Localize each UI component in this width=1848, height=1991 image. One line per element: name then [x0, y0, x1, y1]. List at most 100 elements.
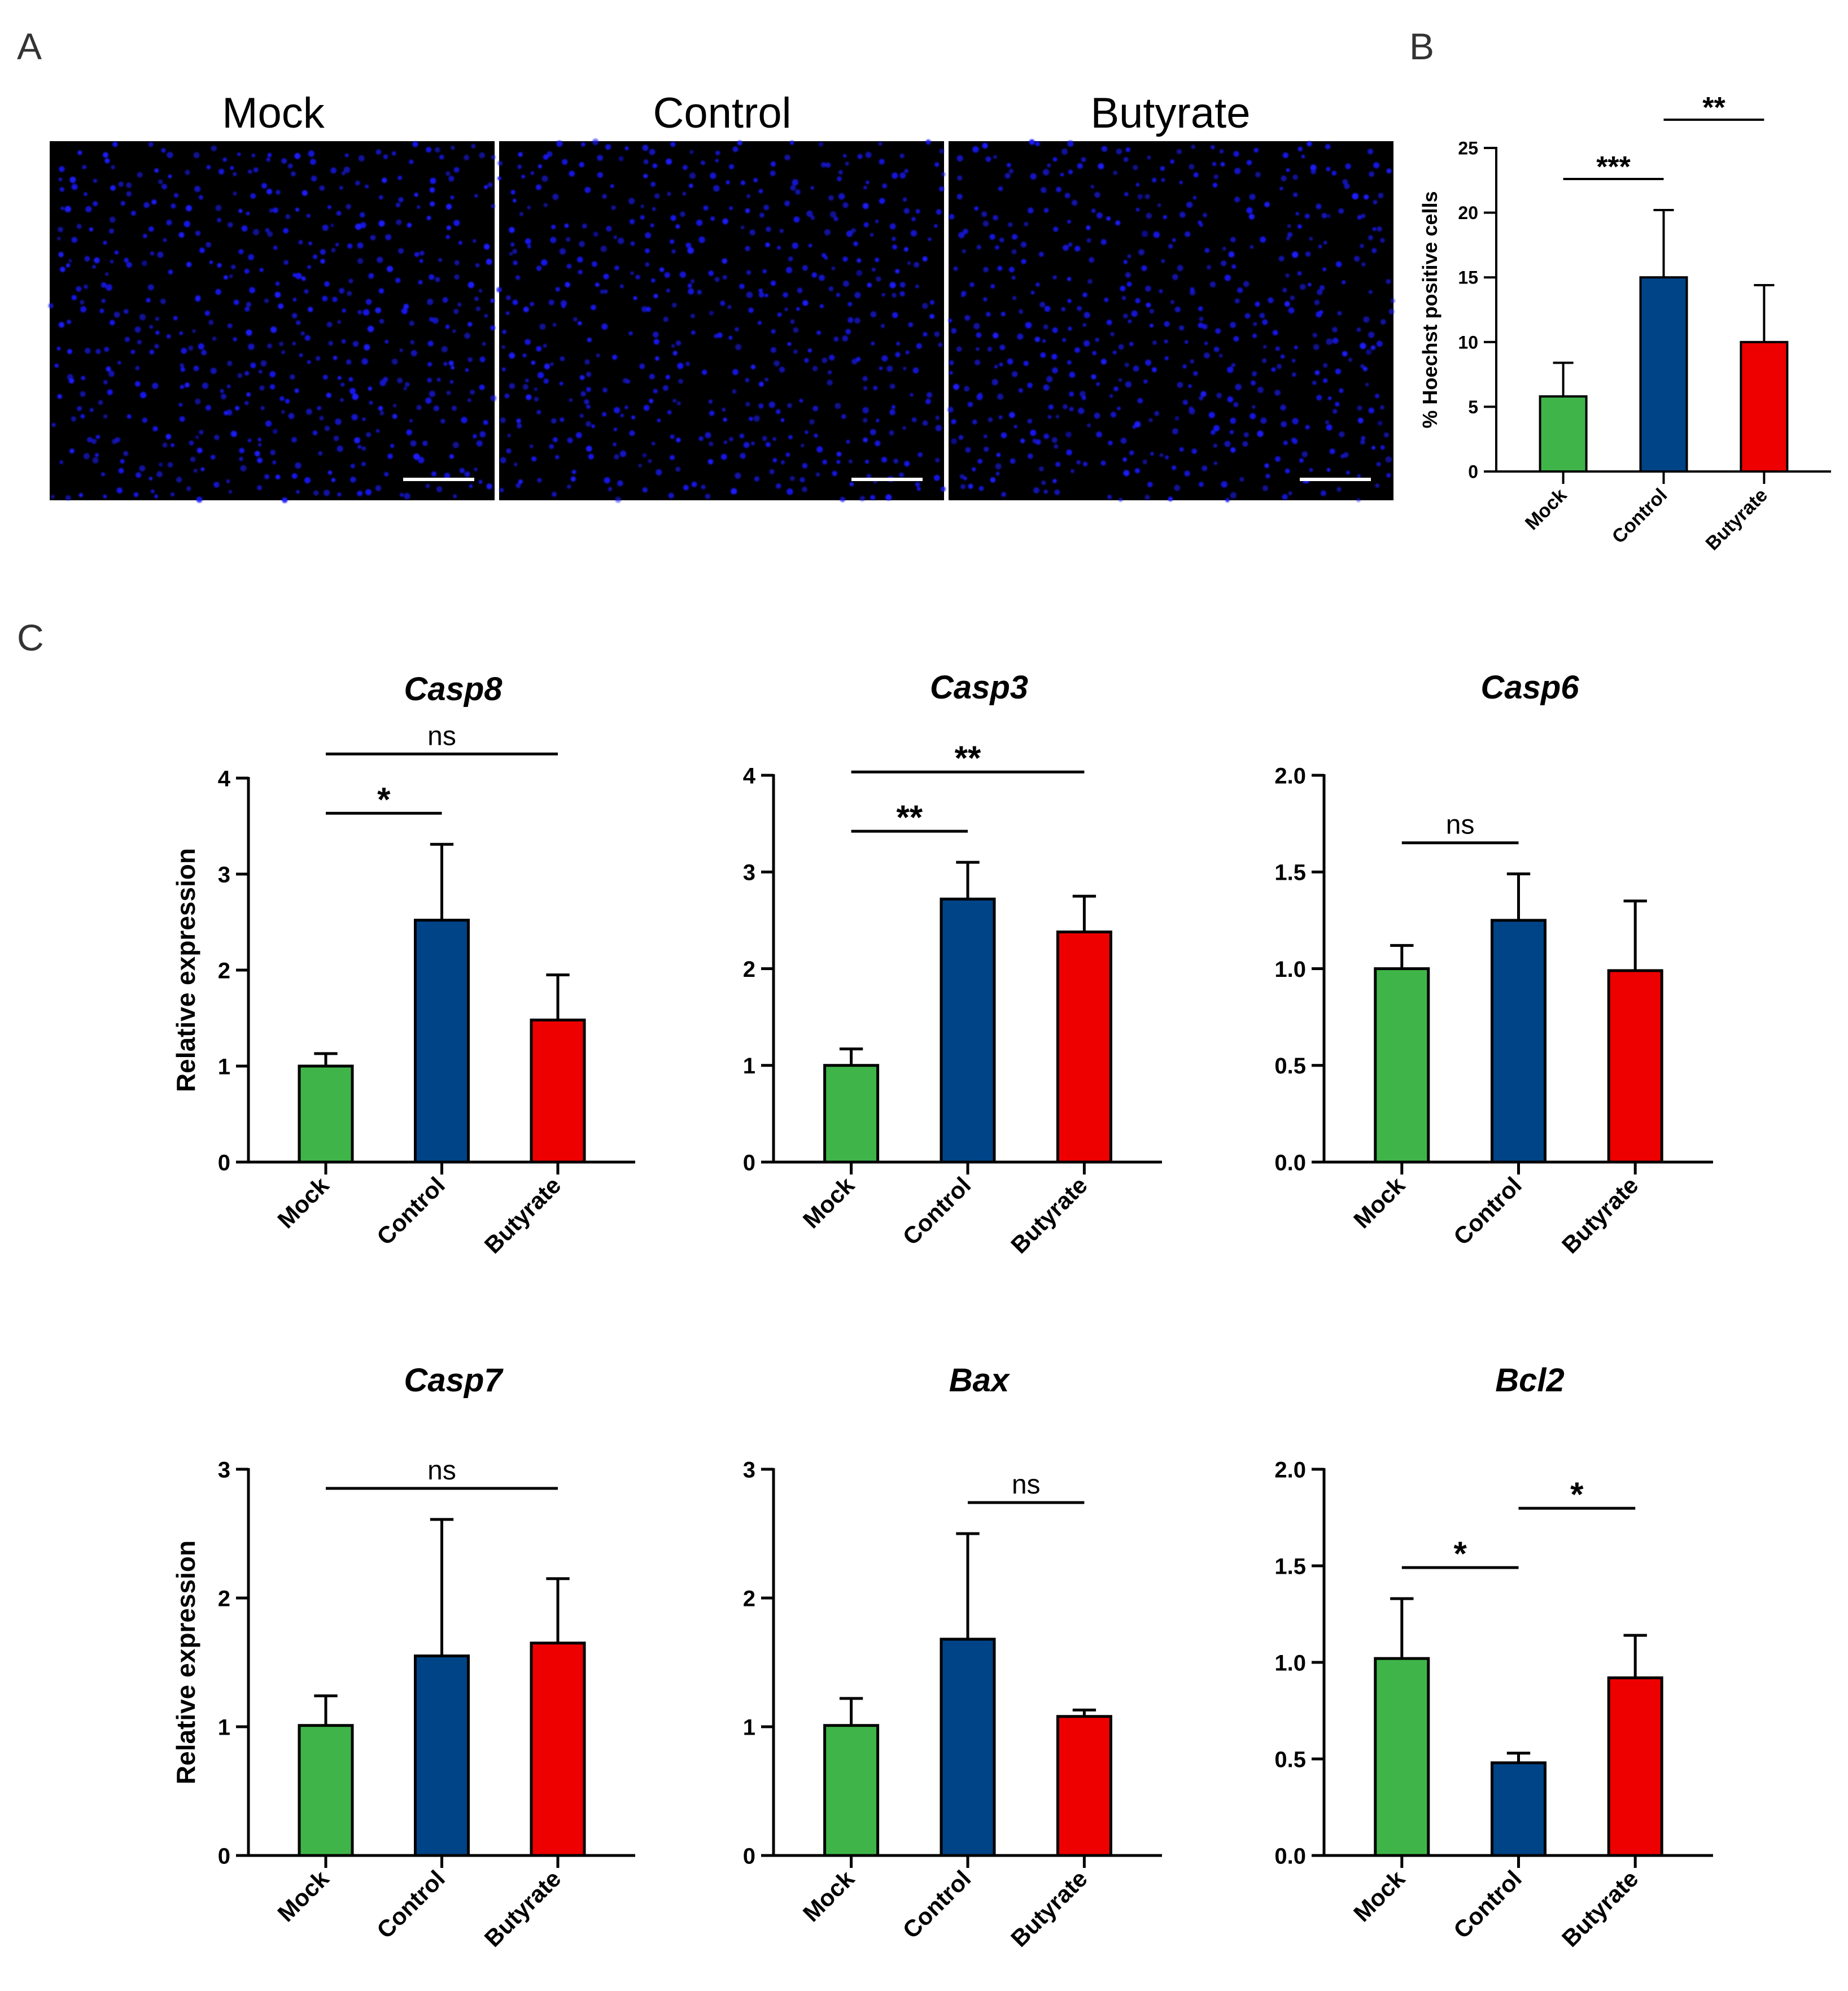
y-tick-label-casp6: 2.0	[1274, 763, 1306, 788]
nucleus-dot	[1362, 366, 1368, 372]
nucleus-dot	[103, 414, 108, 419]
nucleus-dot	[391, 359, 398, 365]
nucleus-dot	[1199, 396, 1204, 401]
bar-casp3-mock	[823, 1064, 880, 1164]
nucleus-dot	[357, 309, 362, 315]
nucleus-dot	[56, 346, 61, 351]
nucleus-dot	[1159, 453, 1164, 457]
nucleus-dot	[425, 397, 432, 404]
nucleus-dot	[1043, 208, 1049, 213]
nucleus-dot	[881, 457, 888, 463]
y-tick-label-casp8: 1	[218, 1054, 230, 1079]
nucleus-dot	[1301, 154, 1305, 159]
nucleus-dot	[150, 251, 155, 256]
nucleus-dot	[832, 470, 837, 477]
nucleus-dot	[1190, 359, 1195, 364]
nucleus-dot	[677, 363, 684, 369]
nucleus-dot	[875, 219, 879, 224]
nucleus-dot	[375, 307, 381, 313]
nucleus-dot	[291, 473, 298, 479]
nucleus-dot	[928, 237, 932, 241]
nucleus-dot	[976, 347, 980, 351]
nucleus-dot	[1029, 139, 1035, 145]
nucleus-dot	[656, 469, 662, 476]
nucleus-dot	[537, 372, 544, 379]
nucleus-dot	[168, 269, 173, 275]
nucleus-dot	[1087, 279, 1093, 284]
nucleus-dot	[193, 469, 198, 473]
y-tick-label-bax: 1	[743, 1715, 755, 1740]
nucleus-dot	[624, 405, 628, 409]
nucleus-dot	[714, 277, 720, 282]
nucleus-dot	[453, 308, 459, 315]
nucleus-dot	[917, 487, 921, 491]
nucleus-dot	[412, 141, 418, 147]
bar-casp3-control	[940, 897, 996, 1164]
nucleus-dot	[552, 437, 558, 443]
nucleus-dot	[135, 365, 140, 370]
nucleus-dot	[824, 256, 828, 260]
nucleus-dot	[683, 484, 689, 491]
nucleus-dot	[519, 212, 524, 216]
nucleus-dot	[218, 168, 225, 175]
nucleus-dot	[1132, 425, 1137, 429]
nucleus-dot	[714, 334, 719, 339]
nucleus-dot	[664, 272, 671, 278]
nucleus-dot	[1053, 226, 1059, 232]
nucleus-dot	[1066, 449, 1072, 456]
nucleus-dot	[862, 407, 869, 414]
nucleus-dot	[227, 323, 233, 329]
nucleus-dot	[1193, 172, 1199, 178]
nucleus-dot	[1237, 287, 1243, 294]
nucleus-dot	[1365, 349, 1372, 355]
nucleus-dot	[58, 322, 65, 328]
nucleus-dot	[981, 211, 988, 217]
nucleus-dot	[842, 202, 849, 208]
nucleus-dot	[305, 408, 312, 415]
nucleus-dot	[666, 158, 672, 165]
nucleus-dot	[544, 363, 551, 370]
nucleus-dot	[836, 292, 841, 297]
nucleus-dot	[1021, 259, 1026, 264]
nucleus-dot	[445, 171, 451, 176]
nucleus-dot	[822, 357, 828, 364]
bar-hoechst-mock	[1539, 395, 1588, 473]
nucleus-dot	[1145, 285, 1151, 292]
nucleus-dot	[827, 379, 833, 386]
nucleus-dot	[1319, 310, 1323, 315]
nucleus-dot	[368, 273, 374, 280]
nucleus-dot	[678, 378, 683, 384]
nucleus-dot	[951, 438, 957, 444]
nucleus-dot	[1118, 378, 1122, 382]
nucleus-dot	[1179, 180, 1183, 185]
nucleus-dot	[916, 343, 923, 349]
nucleus-dot	[1363, 316, 1370, 323]
nucleus-dot	[1390, 298, 1395, 303]
nucleus-dot	[361, 358, 368, 365]
nucleus-dot	[281, 410, 285, 414]
nucleus-dot	[152, 382, 159, 389]
nucleus-dot	[808, 243, 812, 248]
nucleus-dot	[973, 322, 980, 330]
nucleus-dot	[1013, 425, 1018, 429]
nucleus-dot	[126, 182, 132, 189]
nucleus-dot	[347, 243, 353, 249]
nucleus-dot	[275, 281, 280, 286]
nucleus-dot	[1094, 412, 1100, 419]
significance-label-bax: ns	[1012, 1470, 1041, 1500]
nucleus-dot	[501, 367, 506, 372]
nucleus-dot	[619, 450, 627, 457]
nucleus-dot	[1380, 405, 1385, 410]
nucleus-dot	[171, 443, 174, 447]
nucleus-dot	[1297, 146, 1303, 152]
nucleus-dot	[1307, 141, 1312, 147]
nucleus-dot	[348, 377, 353, 382]
nucleus-dot	[892, 244, 897, 250]
nucleus-dot	[1331, 326, 1338, 333]
nucleus-dot	[701, 484, 706, 490]
nucleus-dot	[982, 220, 989, 227]
nucleus-dot	[575, 432, 582, 439]
nucleus-dot	[1035, 439, 1041, 445]
nucleus-dot	[802, 462, 808, 469]
nucleus-dot	[259, 385, 265, 391]
